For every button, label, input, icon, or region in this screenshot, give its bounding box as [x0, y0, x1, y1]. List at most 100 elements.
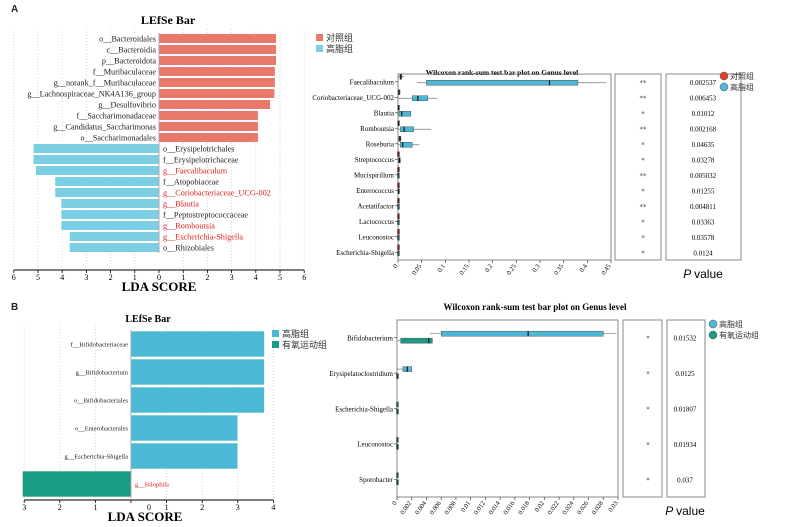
- box: [411, 95, 429, 101]
- x-tick-label: 5: [278, 273, 282, 282]
- x-tick-label: 0: [392, 263, 400, 270]
- x-tick-label: 0.014: [488, 500, 503, 517]
- y-tick-label: Faecalibaculum: [350, 79, 395, 87]
- significance-marker: *: [641, 156, 645, 164]
- x-tick-label: 0.004: [414, 500, 429, 517]
- x-axis-label: LDA SCORE: [122, 279, 197, 294]
- x-tick-label: 4: [254, 273, 258, 282]
- x-tick-label: 0.4: [579, 263, 590, 274]
- bar-label: o__Saccharimonadales: [81, 133, 156, 142]
- y-tick-label: Sporobacter: [359, 476, 393, 484]
- y-tick-label: Coriobacteriaceae_UCG-002: [312, 94, 394, 102]
- p-value: 0.002168: [690, 125, 717, 133]
- p-value: 0.006453: [690, 94, 717, 102]
- box: [400, 126, 414, 132]
- x-tick-label: 6: [12, 273, 16, 282]
- lda-bar: [130, 358, 265, 386]
- significance-marker: *: [641, 187, 645, 195]
- significance-marker: **: [640, 203, 648, 211]
- bar-label: o__Erysipelotrichales: [163, 144, 234, 153]
- plot-frame: [396, 319, 619, 498]
- p-value: 0.005032: [690, 172, 717, 180]
- x-tick-label: 0.008: [443, 500, 457, 516]
- y-tick-label: Leuconostoc: [357, 441, 393, 449]
- p-value: 0.04635: [692, 141, 715, 149]
- y-tick-label: Acetatifactor: [357, 203, 394, 211]
- bar-label: g__Faecalibaculum: [163, 166, 228, 175]
- x-tick-label: 2: [200, 503, 204, 512]
- bar-label: f__Bifidobacteriaceae: [71, 341, 128, 348]
- lda-bar: [158, 99, 271, 110]
- y-tick-label: Mucispirillum: [354, 172, 395, 180]
- x-tick-label: 0.03: [607, 500, 619, 513]
- significance-marker: *: [641, 234, 645, 242]
- significance-frame: [622, 319, 663, 498]
- x-tick-label: 0.022: [547, 500, 561, 516]
- legend-label: 对照组: [326, 32, 353, 44]
- bar-label: f__Saccharimonadaceae: [76, 111, 156, 120]
- x-tick-label: 0.006: [429, 500, 444, 517]
- lda-bar: [54, 176, 160, 187]
- x-tick-label: 0.012: [473, 500, 487, 516]
- bar-label: f__Muribaculaceae: [93, 67, 157, 76]
- y-tick-label: Erysipelatoclostridium: [329, 370, 393, 378]
- legend-label: 对照组: [730, 71, 754, 81]
- lda-bar: [130, 386, 265, 414]
- x-tick-label: 0.01: [460, 500, 472, 513]
- significance-marker: *: [646, 476, 650, 484]
- bar-label: o__Bifidobacteriales: [74, 397, 129, 404]
- bar-label: g__Bilophila: [135, 481, 169, 488]
- y-tick-label: Escherichia-Shigella: [335, 405, 394, 413]
- x-tick-label: 3: [236, 503, 240, 512]
- x-tick-label: 0: [157, 273, 161, 282]
- x-tick-label: 0.018: [517, 500, 531, 516]
- bar-label: g__Bifidobacterium: [76, 369, 128, 376]
- significance-marker: *: [646, 370, 650, 378]
- x-tick-label: 0.35: [553, 263, 565, 276]
- legend-label: 高脂组: [282, 328, 309, 340]
- legend-swatch: [316, 34, 323, 41]
- legend-label: 有氧运动组: [282, 339, 327, 351]
- lda-bar: [35, 165, 160, 176]
- lefse-title: LEfSe Bar: [141, 13, 196, 27]
- x-tick-label: 6: [302, 273, 306, 282]
- bar-label: g__Desulfovibrio: [98, 100, 156, 109]
- box: [398, 111, 412, 117]
- lda-bar: [158, 110, 259, 121]
- x-tick-label: 1: [181, 273, 185, 282]
- p-value-header: P value: [683, 267, 723, 281]
- legend-swatch: [316, 45, 323, 52]
- legend-label: 高脂组: [326, 43, 353, 55]
- lda-bar: [54, 187, 160, 198]
- x-tick-label: 0.05: [411, 263, 423, 276]
- p-value: 0.01255: [692, 187, 715, 195]
- y-tick-label: Streptococcus: [355, 156, 395, 164]
- legend-label: 有氧运动组: [719, 330, 759, 340]
- x-tick-label: 0.024: [561, 500, 576, 517]
- x-tick-label: 0.45: [600, 263, 612, 276]
- x-tick-label: 4: [271, 503, 275, 512]
- p-value: 0.01807: [674, 406, 697, 414]
- bar-label: o__Rhizobiales: [163, 243, 214, 252]
- p-value: 0.03363: [692, 218, 715, 226]
- y-tick-label: Lactococcus: [359, 218, 394, 226]
- significance-marker: *: [641, 218, 645, 226]
- lda-bar: [158, 55, 277, 66]
- significance-marker: *: [641, 110, 645, 118]
- significance-marker: *: [646, 335, 650, 343]
- lda-bar: [158, 88, 275, 99]
- x-tick-label: 1: [165, 503, 169, 512]
- lda-bar: [22, 470, 132, 498]
- bar-label: g__Candidatus_Saccharimonas: [53, 122, 156, 131]
- p-value: 0.0125: [675, 370, 695, 378]
- lda-bar: [130, 414, 239, 442]
- significance-marker: *: [641, 141, 645, 149]
- lda-bar: [69, 231, 160, 242]
- x-tick-label: 0.016: [502, 500, 517, 517]
- y-tick-label: Blautia: [374, 110, 395, 118]
- x-tick-label: 3: [22, 503, 26, 512]
- legend-swatch: [272, 341, 279, 348]
- p-value: 0.01012: [692, 110, 715, 118]
- p-value: 0.01532: [674, 335, 697, 343]
- p-value: 0.004811: [690, 203, 716, 211]
